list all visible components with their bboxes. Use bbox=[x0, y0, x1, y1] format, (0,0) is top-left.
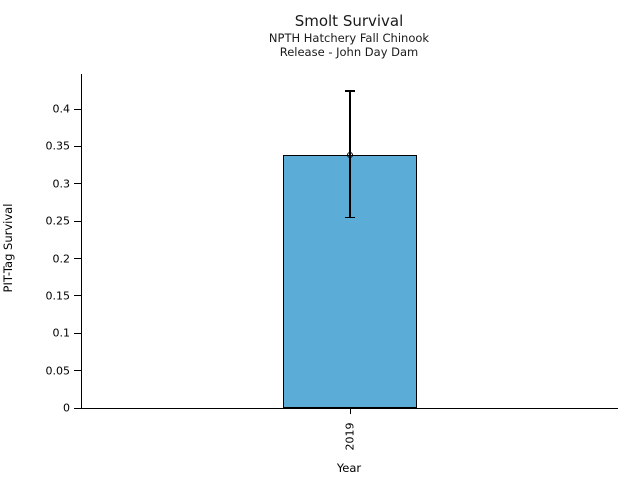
y-tick-mark bbox=[74, 220, 81, 222]
y-tick-label: 0.35 bbox=[45, 139, 71, 153]
y-tick-label: 0.2 bbox=[52, 252, 71, 266]
y-tick-mark bbox=[74, 108, 81, 110]
plot-area: 2019 bbox=[74, 74, 618, 451]
error-bar-cap-top bbox=[345, 90, 355, 92]
y-tick-mark bbox=[74, 370, 81, 372]
y-tick-label: 0.25 bbox=[45, 214, 71, 228]
y-tick-label: 0.3 bbox=[52, 177, 71, 191]
chart-title: Smolt Survival bbox=[294, 12, 404, 30]
x-axis-label: Year bbox=[336, 461, 362, 475]
y-tick-mark bbox=[74, 407, 81, 409]
x-tick-mark bbox=[349, 409, 351, 414]
y-tick-mark bbox=[74, 145, 81, 147]
error-bar-cap-bottom bbox=[345, 216, 355, 219]
y-tick-label: 0.1 bbox=[52, 326, 71, 340]
y-tick-label: 0.05 bbox=[45, 364, 71, 378]
y-tick-label: 0.4 bbox=[52, 102, 71, 116]
y-tick-mark bbox=[74, 332, 81, 334]
y-tick-mark bbox=[74, 295, 81, 297]
y-tick-labels: 0 0.05 0.1 0.15 0.2 0.25 0.3 0.35 0.4 bbox=[0, 74, 71, 415]
x-tick-label: 2019 bbox=[343, 422, 357, 451]
y-tick-label: 0.15 bbox=[45, 289, 71, 303]
y-tick-mark bbox=[74, 258, 81, 260]
chart-subtitle-line1: NPTH Hatchery Fall Chinook bbox=[268, 31, 430, 45]
y-tick-label: 0 bbox=[63, 401, 70, 415]
chart-subtitle-line2: Release - John Day Dam bbox=[279, 45, 419, 59]
y-tick-mark bbox=[74, 183, 81, 185]
data-point-marker-icon bbox=[347, 151, 353, 158]
